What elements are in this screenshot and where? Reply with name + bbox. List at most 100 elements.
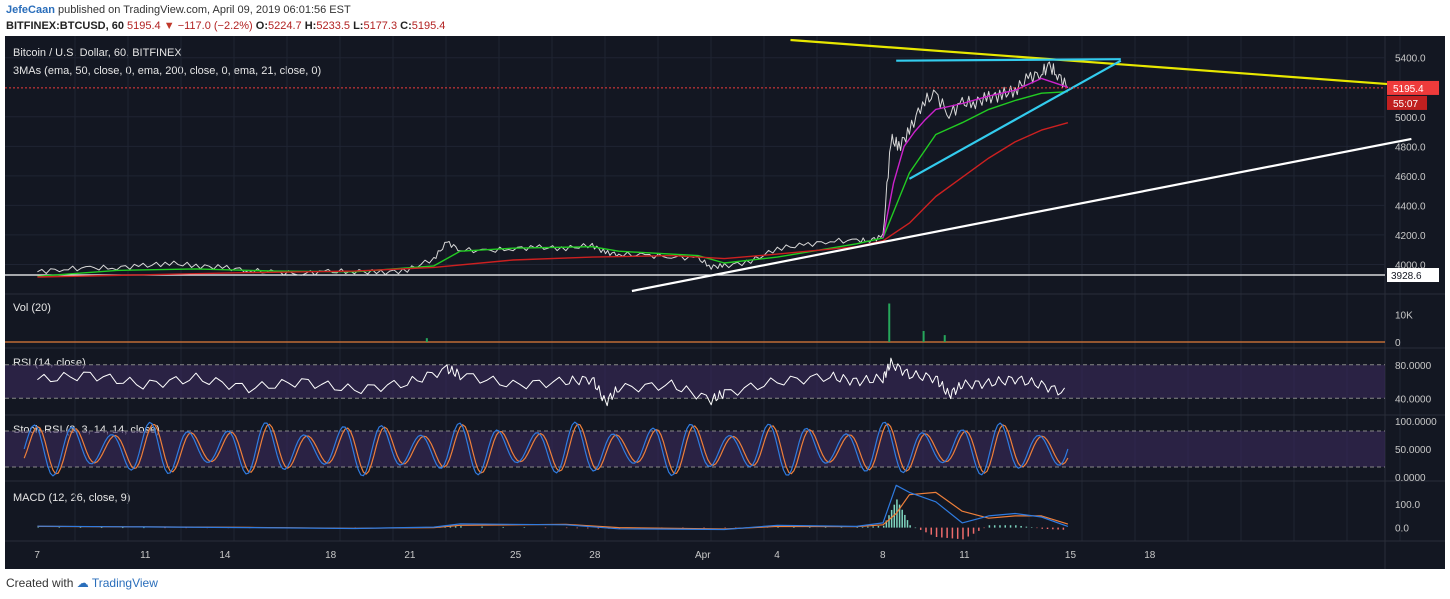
time-tick-label: 18 <box>1144 550 1156 561</box>
macd-histogram-bar <box>1041 527 1043 529</box>
macd-histogram-bar <box>79 527 82 528</box>
macd-histogram-bar <box>840 527 843 528</box>
high-label: H: <box>304 20 317 32</box>
price-tick-label: 5400.0 <box>1395 54 1426 65</box>
macd-histogram-bar <box>872 526 874 528</box>
time-tick-label: 28 <box>589 550 601 561</box>
down-arrow-icon: ▼ <box>163 20 175 32</box>
macd-histogram-bar <box>576 527 578 529</box>
macd-tick-label: 100.0 <box>1395 500 1420 511</box>
rsi-tick-label: 40.0000 <box>1395 394 1432 405</box>
close-label: C: <box>400 20 412 32</box>
macd-histogram-bar <box>890 509 893 528</box>
macd-histogram-bar <box>1025 526 1028 528</box>
channel_bottom-trendline <box>908 59 1122 180</box>
chart-background <box>5 36 1445 569</box>
time-tick-label: 15 <box>1065 550 1077 561</box>
macd-histogram-bar <box>1036 527 1038 529</box>
macd-histogram-bar <box>824 526 827 528</box>
macd-histogram-bar <box>544 527 547 529</box>
macd-histogram-bar <box>988 525 991 528</box>
macd-histogram-bar <box>703 527 705 529</box>
countdown-badge-text: 55:07 <box>1393 99 1418 110</box>
macd-histogram-bar <box>888 515 890 528</box>
support-trendline <box>631 137 1412 293</box>
macd-line <box>37 484 1069 531</box>
macd-histogram-bar <box>1030 527 1033 528</box>
macd-histogram-bar <box>1046 527 1049 530</box>
macd-histogram-bar <box>777 526 779 528</box>
last-price-badge-text: 5195.4 <box>1393 84 1424 95</box>
price-tick-label: 4800.0 <box>1395 142 1426 153</box>
close-value: 5195.4 <box>411 20 446 32</box>
macd-histogram-bar <box>502 526 504 528</box>
price-change: −117.0 (−2.2%) <box>177 20 253 32</box>
countdown-badge <box>1387 95 1427 110</box>
chart-area[interactable]: Bitcoin / U.S. Dollar, 60, BITFINEX 3MAs… <box>5 36 1445 569</box>
time-tick-label: 25 <box>510 550 522 561</box>
last-price: 5195.4 <box>127 20 161 32</box>
macd-histogram-bar <box>999 525 1001 528</box>
stoch-d-line <box>23 423 1069 475</box>
time-tick-label: 4 <box>774 550 780 561</box>
stoch-tick-label: 0.0000 <box>1395 473 1426 484</box>
author-link[interactable]: JefeCaan <box>6 4 55 16</box>
macd-histogram-bar <box>946 527 948 538</box>
macd-histogram-bar <box>935 527 938 537</box>
time-tick-label: 11 <box>959 550 970 561</box>
time-tick-label: 7 <box>34 550 40 561</box>
macd-histogram-bar <box>919 527 922 530</box>
macd-histogram-bar <box>896 499 898 528</box>
descending-trendline <box>790 38 1412 87</box>
tradingview-logo-icon[interactable]: ☁ <box>76 576 89 590</box>
publish-info: JefeCaan published on TradingView.com, A… <box>6 4 351 16</box>
channel_top-trendline <box>896 58 1121 62</box>
rsi-band <box>5 364 1385 399</box>
volume-bar <box>922 331 925 342</box>
volume-bar <box>425 338 428 342</box>
price-tick-label: 5000.0 <box>1395 113 1426 124</box>
macd-histogram-bar <box>941 527 943 538</box>
macd-title: MACD (12, 26, close, 9) <box>13 492 130 504</box>
time-tick-label: Apr <box>695 550 711 561</box>
macd-histogram-bar <box>861 527 864 528</box>
volume-bar <box>943 335 946 342</box>
volume-tick-label: 0 <box>1395 338 1401 349</box>
open-value: 5224.7 <box>268 20 302 32</box>
macd-histogram-bar <box>523 527 526 528</box>
macd-histogram-bar <box>898 504 901 528</box>
macd-histogram-bar <box>1004 525 1007 528</box>
macd-histogram-bar <box>37 527 39 528</box>
price-pane-title: Bitcoin / U.S. Dollar, 60, BITFINEX <box>13 47 182 59</box>
macd-histogram-bar <box>808 526 811 528</box>
macd-histogram-bar <box>856 527 859 528</box>
macd-histogram-bar <box>185 527 187 529</box>
macd-histogram-bar <box>1062 527 1065 530</box>
symbol-label: BITFINEX:BTCUSD, 60 <box>6 20 124 32</box>
macd-histogram-bar <box>481 526 483 528</box>
rsi-tick-label: 80.0000 <box>1395 361 1432 372</box>
tradingview-brand[interactable]: TradingView <box>91 576 158 590</box>
macd-histogram-bar <box>967 527 970 537</box>
macd-histogram-bar <box>956 527 959 539</box>
macd-histogram-bar <box>893 504 896 528</box>
macd-histogram-bar <box>1015 525 1017 528</box>
macd-histogram-bar <box>1052 527 1054 530</box>
chart-svg: Bitcoin / U.S. Dollar, 60, BITFINEX 3MAs… <box>5 36 1445 569</box>
macd-histogram-bar <box>925 527 927 533</box>
open-label: O: <box>255 20 269 32</box>
time-tick-label: 14 <box>219 550 231 561</box>
macd-histogram-bar <box>449 526 452 528</box>
macd-histogram-bar <box>882 525 885 528</box>
macd-histogram-bar <box>587 527 589 529</box>
time-tick-label: 8 <box>880 550 886 561</box>
stoch-k-line <box>23 421 1069 477</box>
macd-histogram-bar <box>930 527 933 535</box>
macd-histogram-bar <box>454 526 457 528</box>
macd-histogram-bar <box>904 514 906 528</box>
stoch-tick-label: 50.0000 <box>1395 445 1432 456</box>
macd-histogram-bar <box>121 527 124 529</box>
ema200-line <box>37 122 1069 278</box>
price-tick-label: 4600.0 <box>1395 172 1426 183</box>
macd-histogram-bar <box>983 527 985 529</box>
